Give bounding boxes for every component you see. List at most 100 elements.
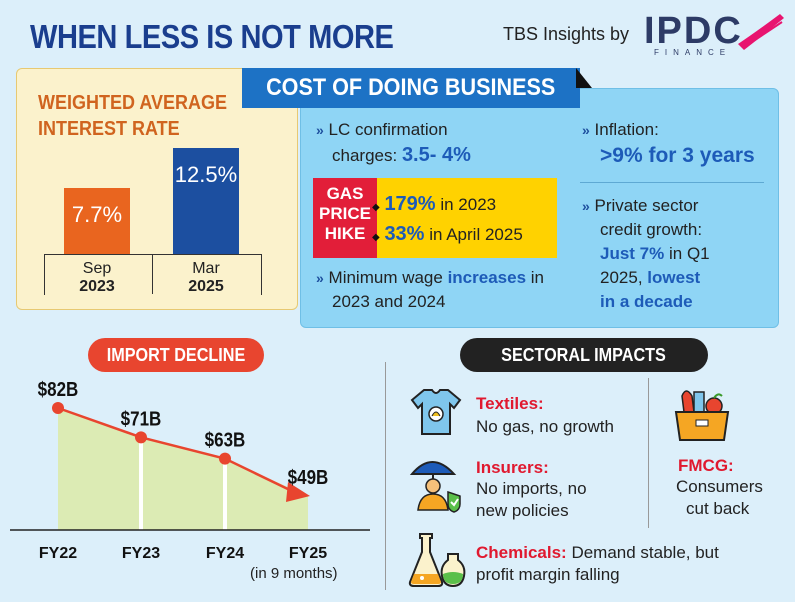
lc-label2: charges: — [332, 146, 398, 165]
logo-sub: FINANCE — [654, 48, 732, 57]
interest-bar-mar-2025: 12.5% — [173, 148, 239, 254]
sector-fmcg-desc-1: Consumers — [676, 477, 763, 496]
gas-2025-text: in April 2025 — [429, 225, 523, 244]
section-divider — [385, 362, 386, 590]
gas-2023-value: 179% — [384, 193, 436, 215]
wage-text: Minimum wage — [328, 268, 443, 287]
value-label-fy24: $63B — [205, 428, 246, 451]
sectoral-title: SECTORAL IMPACTS — [501, 345, 667, 365]
gas-price-values — [377, 178, 557, 258]
sector-insurers-desc-1: No imports, no — [476, 479, 587, 498]
chevron-right-icon: » — [582, 198, 590, 214]
sector-insurers-name: Insurers: — [476, 458, 549, 477]
chevron-right-icon: » — [582, 122, 590, 138]
gas-2025-row: ◆ 33% in April 2025 — [372, 222, 523, 250]
data-point-fy22 — [52, 402, 64, 414]
sectoral-impacts-pill: SECTORAL IMPACTS — [460, 338, 708, 372]
category-label-fy25: FY25 — [289, 545, 327, 562]
interest-xlabel-sep: Sep 2023 — [57, 260, 137, 296]
month-label: Sep — [82, 260, 112, 277]
logo-swoosh-icon — [738, 14, 784, 50]
cost-divider — [580, 182, 764, 183]
banner-fold — [576, 68, 592, 88]
gas-price-hike-label: GAS PRICE HIKE — [313, 178, 377, 258]
bar-value-label: 7.7% — [71, 202, 123, 227]
credit-highlight-3: in a decade — [600, 292, 693, 311]
inflation-item: » Inflation: — [582, 118, 659, 142]
ipdc-logo: IPDC FINANCE — [644, 8, 784, 58]
wage-item: » Minimum wage increases in — [316, 266, 544, 290]
inflation-value: >9% for 3 years — [600, 144, 755, 167]
wage-highlight: increases — [447, 268, 527, 287]
tshirt-icon — [410, 389, 462, 435]
lc-label: LC confirmation — [328, 120, 448, 139]
sector-chemicals-row: Chemicals: Demand stable, but — [476, 542, 719, 564]
brand-attribution: TBS Insights by — [503, 24, 630, 44]
credit-item: » Private sector — [582, 194, 698, 218]
diamond-bullet-icon: ◆ — [372, 232, 380, 243]
sector-chemicals-name: Chemicals: — [476, 543, 567, 562]
gas-2023-row: ◆ 179% in 2023 — [372, 192, 496, 220]
category-label-fy22: FY22 — [39, 545, 77, 562]
gas-label-2: PRICE — [319, 204, 371, 223]
credit-value-row: Just 7% in Q1 — [600, 242, 710, 266]
sector-chemicals-desc-2: profit margin falling — [476, 565, 620, 584]
import-title: IMPORT DECLINE — [106, 345, 246, 365]
lc-item: » LC confirmation — [316, 118, 448, 142]
sector-fmcg-desc-2: cut back — [686, 499, 750, 518]
interest-title-line1: WEIGHTED AVERAGE — [38, 92, 228, 114]
import-note: (in 9 months) — [250, 565, 338, 582]
credit-text: in Q1 — [668, 244, 710, 263]
diamond-bullet-icon: ◆ — [372, 202, 380, 213]
data-point-fy23 — [135, 431, 147, 444]
month-label: Mar — [192, 260, 220, 277]
sector-chemicals-desc-1: Demand stable, but — [571, 543, 719, 562]
credit-row-2: 2025, lowest — [600, 266, 700, 290]
lc-value-row: charges: 3.5- 4% — [332, 143, 471, 168]
sector-fmcg-name: FMCG: — [678, 456, 734, 475]
gas-2023-text: in 2023 — [440, 195, 497, 214]
interest-rate-title: WEIGHTED AVERAGE INTEREST RATE — [38, 90, 227, 142]
flask-icon — [408, 533, 466, 588]
category-label-fy23: FY23 — [122, 545, 160, 562]
credit-label-2: credit growth: — [600, 220, 703, 239]
import-line — [57, 406, 295, 494]
interest-rate-panel — [16, 68, 298, 310]
sector-textiles-desc: No gas, no growth — [476, 417, 614, 436]
arrow-head — [286, 482, 310, 502]
interest-xlabel-mar: Mar 2025 — [166, 260, 246, 296]
value-label-fy23: $71B — [121, 407, 162, 430]
sector-textiles-name: Textiles: — [476, 394, 544, 413]
grocery-box-icon — [674, 390, 730, 441]
cost-banner: COST OF DOING BUSINESS — [242, 68, 580, 108]
data-point-fy24 — [219, 452, 231, 465]
wage-text-2: in — [530, 268, 544, 287]
credit-highlight-2: lowest — [647, 268, 701, 287]
value-label-fy25: $49B — [288, 466, 329, 489]
import-area — [58, 408, 308, 530]
inflation-label: Inflation: — [594, 120, 659, 139]
import-decline-pill: IMPORT DECLINE — [88, 338, 264, 372]
year-label: 2023 — [79, 278, 115, 295]
gas-label-1: GAS — [326, 184, 364, 203]
interest-bar-sep-2023: 7.7% — [64, 188, 130, 254]
logo-text: IPDC — [644, 10, 743, 52]
chevron-right-icon: » — [316, 122, 324, 138]
credit-text-2: 2025, — [600, 268, 643, 287]
page-title: WHEN LESS IS NOT MORE — [30, 18, 394, 55]
interest-axis-divider — [152, 254, 153, 294]
chevron-right-icon: » — [316, 270, 324, 286]
sector-insurers-desc-2: new policies — [476, 501, 569, 520]
credit-label-1: Private sector — [594, 196, 699, 215]
lc-value: 3.5- 4% — [401, 144, 471, 166]
import-decline-chart: $82B $71B $63B $49B FY22 FY23 FY24 FY25 — [10, 378, 370, 562]
year-label: 2025 — [188, 278, 224, 295]
wage-years: 2023 and 2024 — [332, 292, 446, 311]
credit-highlight: Just 7% — [600, 244, 665, 263]
bar-value-label: 12.5% — [174, 162, 238, 187]
gas-label-3: HIKE — [324, 224, 366, 243]
sector-divider — [648, 378, 649, 528]
interest-axis-box — [44, 254, 262, 295]
category-label-fy24: FY24 — [206, 545, 244, 562]
umbrella-person-icon — [409, 461, 461, 513]
